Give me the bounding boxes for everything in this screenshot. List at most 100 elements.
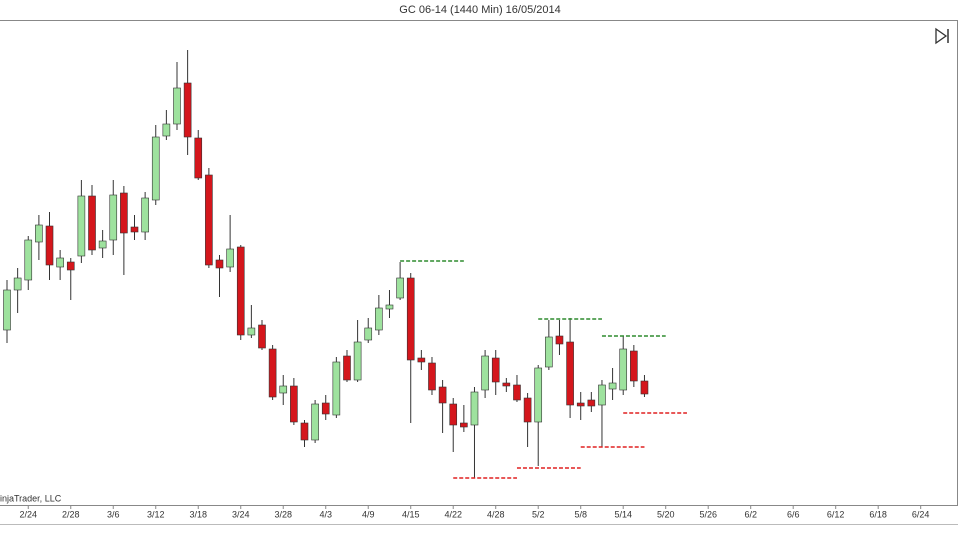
candle	[258, 320, 266, 350]
candle	[513, 375, 521, 402]
x-tick-label: 4/22	[444, 509, 462, 519]
candle-body	[396, 277, 404, 299]
candle-body	[98, 240, 107, 249]
scroll-end-button[interactable]	[930, 26, 952, 46]
candle	[406, 273, 415, 423]
candle-body	[598, 384, 606, 406]
candle	[268, 345, 277, 400]
x-tick-label: 6/18	[869, 509, 887, 519]
candle-body	[608, 382, 617, 390]
candle	[481, 350, 489, 398]
candle	[332, 357, 341, 418]
candle	[279, 375, 288, 405]
candle	[247, 305, 256, 338]
candle	[98, 230, 107, 258]
candle-body	[215, 259, 224, 269]
candle	[598, 380, 606, 447]
candle-body	[151, 136, 160, 201]
candle	[56, 250, 64, 280]
candle-body	[640, 380, 649, 395]
candle	[470, 387, 479, 478]
x-tick-label: 4/9	[362, 509, 375, 519]
candle-body	[66, 261, 75, 271]
candle	[77, 180, 86, 263]
candle	[215, 255, 224, 297]
candle-body	[321, 402, 330, 415]
chart-title: GC 06-14 (1440 Min) 16/05/2014	[399, 4, 560, 16]
x-tick-label: 5/20	[657, 509, 675, 519]
candle	[502, 378, 511, 392]
candle	[534, 365, 543, 466]
candle-body	[491, 357, 500, 383]
candle	[66, 258, 75, 300]
candle	[438, 380, 447, 433]
candle	[385, 290, 394, 318]
watermark: injaTrader, LLC	[0, 493, 62, 503]
candle-body	[630, 350, 638, 382]
candle-body	[109, 194, 118, 241]
x-tick-label: 3/24	[232, 509, 250, 519]
x-tick-label: 3/6	[107, 509, 120, 519]
candle-body	[406, 277, 415, 361]
candle	[311, 400, 319, 443]
button-arrow	[935, 27, 948, 45]
candle-body	[141, 197, 149, 233]
x-tick-label: 4/3	[319, 509, 332, 519]
x-tick-label: 6/24	[912, 509, 930, 519]
candle	[162, 110, 171, 140]
candle	[183, 50, 192, 155]
candle	[608, 368, 617, 400]
candle	[226, 215, 234, 272]
candle	[396, 262, 404, 300]
candle-body	[77, 195, 86, 257]
candle	[290, 378, 298, 425]
candle-body	[13, 277, 22, 291]
candle-body	[364, 327, 373, 341]
candle	[375, 295, 383, 335]
candle	[151, 125, 160, 205]
candle	[300, 420, 309, 447]
x-tick-label: 5/2	[532, 509, 545, 519]
x-tick-label: 3/28	[274, 509, 292, 519]
candle-body	[183, 82, 192, 138]
candle-body	[619, 348, 628, 391]
candle-body	[45, 225, 54, 266]
candle-body	[120, 192, 128, 234]
candle-body	[449, 403, 458, 426]
candle	[523, 393, 532, 447]
candle-body	[534, 367, 543, 423]
candle	[194, 130, 203, 180]
candle-body	[205, 174, 213, 266]
candle-body	[226, 248, 234, 268]
candle	[130, 215, 139, 240]
candle	[236, 245, 245, 340]
candle-body	[332, 361, 341, 416]
candle-body	[587, 399, 596, 407]
candle-body	[311, 403, 319, 441]
candle	[141, 192, 149, 240]
candle	[576, 392, 585, 420]
candle	[120, 186, 128, 275]
candle-body	[576, 402, 585, 407]
candle	[35, 215, 43, 260]
candle	[619, 336, 628, 395]
candle-body	[513, 384, 521, 401]
candle-body	[555, 335, 564, 345]
candle-body	[35, 224, 43, 243]
candle	[24, 236, 33, 290]
x-tick-label: 6/6	[787, 509, 800, 519]
x-tick-label: 4/15	[402, 509, 420, 519]
candle	[428, 357, 436, 395]
x-tick-label: 5/8	[574, 509, 587, 519]
candle	[109, 180, 118, 255]
candle-body	[258, 324, 266, 349]
candle-body	[375, 307, 383, 331]
candle-body	[417, 357, 426, 363]
candle-body	[24, 239, 33, 281]
candle	[491, 350, 500, 395]
candle-body	[470, 391, 479, 426]
candle-body	[343, 355, 351, 381]
x-tick-label: 3/18	[189, 509, 207, 519]
